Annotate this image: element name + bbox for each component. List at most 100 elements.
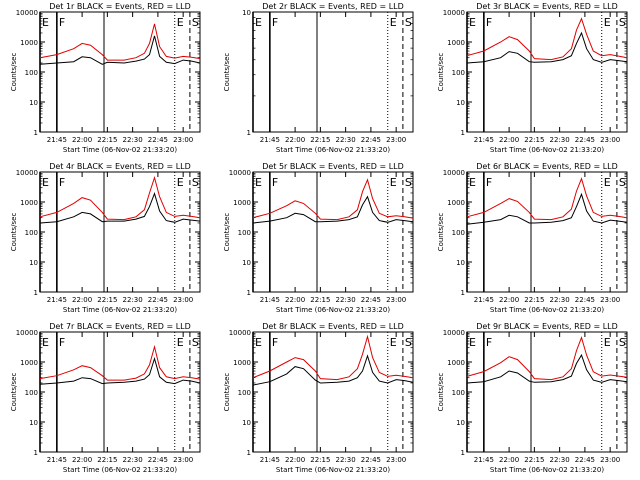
x-tick-label: 22:00	[72, 456, 92, 464]
x-tick-label: 23:00	[600, 296, 620, 304]
x-tick-label: 22:00	[285, 296, 305, 304]
y-tick-label: 1000	[20, 39, 38, 47]
y-tick-label: 10000	[443, 9, 465, 17]
chart-title: Det 6r BLACK = Events, RED = LLD	[476, 162, 618, 171]
plot-frame	[39, 11, 201, 133]
plot-frame	[252, 11, 414, 133]
x-tick-label: 22:15	[310, 136, 330, 144]
x-axis-label: Start Time (06-Nov-02 21:33:20)	[63, 146, 177, 154]
y-tick-label: 1000	[20, 359, 38, 367]
y-tick-label: 1000	[447, 199, 465, 207]
x-tick-label: 22:15	[524, 136, 544, 144]
x-tick-label: 22:15	[97, 456, 117, 464]
x-tick-label: 21:45	[47, 456, 67, 464]
y-tick-label: 10000	[443, 329, 465, 337]
events-series-line	[466, 353, 628, 384]
x-tick-label: 22:30	[550, 296, 570, 304]
x-tick-label: 22:30	[123, 136, 143, 144]
x-axis-label: Start Time (06-Nov-02 21:33:20)	[276, 466, 390, 474]
y-axis-label: Counts/sec	[223, 53, 231, 92]
x-tick-label: 22:45	[361, 456, 381, 464]
x-tick-label: 22:45	[575, 136, 595, 144]
y-tick-label: 10	[456, 99, 465, 107]
x-tick-label: 22:30	[336, 136, 356, 144]
x-tick-label: 22:00	[499, 456, 519, 464]
chart-title: Det 3r BLACK = Events, RED = LLD	[476, 2, 618, 11]
y-tick-label: 10	[242, 9, 251, 17]
x-axis-label: Start Time (06-Nov-02 21:33:20)	[63, 466, 177, 474]
events-series-line	[39, 35, 201, 65]
x-axis-label: Start Time (06-Nov-02 21:33:20)	[490, 466, 604, 474]
time-marker-label: E	[177, 176, 184, 189]
plot-frame	[466, 11, 628, 133]
x-tick-label: 21:45	[260, 456, 280, 464]
x-tick-label: 22:30	[336, 456, 356, 464]
time-marker-label: E	[390, 16, 397, 29]
y-axis-label: Counts/sec	[10, 213, 18, 252]
y-tick-label: 100	[452, 69, 465, 77]
events-series-line	[39, 356, 201, 385]
plot-frame	[466, 171, 628, 293]
time-marker-label: F	[59, 16, 65, 29]
y-tick-label: 10	[29, 99, 38, 107]
time-marker-label: E	[390, 336, 397, 349]
y-tick-label: 100	[238, 389, 251, 397]
x-tick-label: 21:45	[47, 136, 67, 144]
y-tick-label: 10000	[229, 329, 251, 337]
time-marker-label: F	[272, 16, 278, 29]
lld-series-line	[252, 334, 414, 381]
x-tick-label: 21:45	[260, 296, 280, 304]
y-tick-label: 100	[25, 389, 38, 397]
lld-series-line	[466, 177, 628, 221]
x-axis-label: Start Time (06-Nov-02 21:33:20)	[490, 306, 604, 314]
x-tick-label: 22:30	[123, 456, 143, 464]
x-tick-label: 22:45	[148, 136, 168, 144]
events-series-line	[252, 354, 414, 386]
time-marker-label: E	[42, 16, 49, 29]
y-tick-label: 1000	[20, 199, 38, 207]
y-tick-label: 10	[29, 259, 38, 267]
x-tick-label: 22:45	[575, 456, 595, 464]
x-tick-label: 22:45	[361, 296, 381, 304]
events-series-line	[252, 195, 414, 224]
x-tick-label: 22:00	[72, 296, 92, 304]
y-tick-label: 1	[247, 129, 251, 137]
time-marker-label: S	[405, 336, 412, 349]
lld-series-line	[466, 17, 628, 61]
time-marker-label: S	[619, 336, 626, 349]
y-tick-label: 100	[25, 69, 38, 77]
plot-frame	[39, 331, 201, 453]
chart-title: Det 7r BLACK = Events, RED = LLD	[49, 322, 191, 331]
plot-frame	[252, 331, 414, 453]
lld-series-line	[39, 175, 201, 221]
time-marker-label: F	[272, 176, 278, 189]
time-marker-label: F	[272, 336, 278, 349]
chart-panel: Det 5r BLACK = Events, RED = LLD 1 10 100 10…	[223, 162, 414, 314]
y-tick-label: 1	[461, 449, 465, 457]
time-marker-label: S	[619, 16, 626, 29]
chart-title: Det 9r BLACK = Events, RED = LLD	[476, 322, 618, 331]
y-tick-label: 1	[34, 129, 38, 137]
chart-panel: Det 8r BLACK = Events, RED = LLD 1 10 100 10…	[223, 322, 414, 474]
time-marker-label: S	[405, 176, 412, 189]
x-tick-label: 22:15	[310, 296, 330, 304]
x-tick-label: 21:45	[260, 136, 280, 144]
plot-frame	[252, 171, 414, 293]
y-tick-label: 1	[461, 289, 465, 297]
x-tick-label: 22:15	[524, 296, 544, 304]
lld-series-line	[466, 336, 628, 381]
x-axis-label: Start Time (06-Nov-02 21:33:20)	[276, 306, 390, 314]
chart-panel: Det 4r BLACK = Events, RED = LLD 1 10 100 10…	[10, 162, 201, 314]
chart-panel: Det 1r BLACK = Events, RED = LLD 1 10 100 10…	[10, 2, 201, 154]
time-marker-label: E	[177, 16, 184, 29]
x-tick-label: 22:00	[499, 296, 519, 304]
y-tick-label: 1	[247, 449, 251, 457]
time-marker-label: F	[59, 176, 65, 189]
y-axis-label: Counts/sec	[10, 53, 18, 92]
y-tick-label: 10000	[229, 169, 251, 177]
y-tick-label: 100	[25, 229, 38, 237]
time-marker-label: E	[469, 16, 476, 29]
y-axis-label: Counts/sec	[10, 373, 18, 412]
chart-panel: Det 7r BLACK = Events, RED = LLD 1 10 100 10…	[10, 322, 201, 474]
x-tick-label: 22:45	[148, 456, 168, 464]
